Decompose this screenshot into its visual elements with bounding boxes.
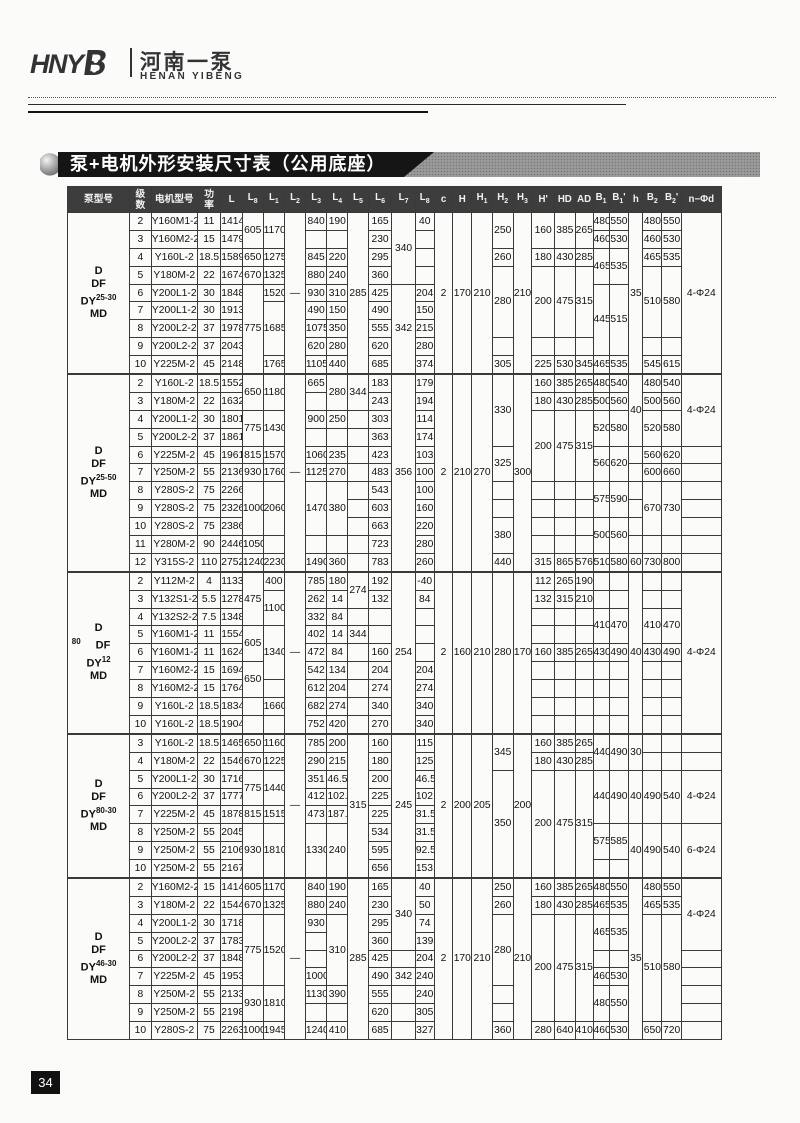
svg-text:HNY: HNY xyxy=(30,49,87,79)
